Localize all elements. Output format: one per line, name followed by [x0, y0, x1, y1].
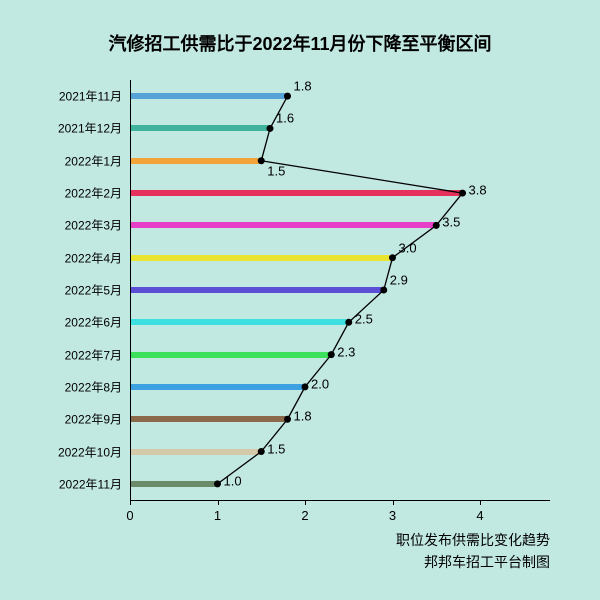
- x-tick: [218, 500, 219, 505]
- y-axis-label: 2021年12月: [58, 120, 122, 137]
- value-label: 2.5: [355, 312, 373, 327]
- value-label: 3.5: [442, 215, 460, 230]
- y-axis-label: 2022年3月: [65, 217, 122, 234]
- x-axis: [130, 500, 550, 501]
- value-label: 2.9: [390, 273, 408, 288]
- y-axis-label: 2022年11月: [59, 475, 122, 492]
- y-axis: [130, 80, 131, 500]
- x-axis-label: 1: [214, 508, 221, 523]
- x-axis-label: 2: [301, 508, 308, 523]
- bar: [130, 384, 305, 390]
- x-tick: [130, 500, 131, 505]
- bar: [130, 319, 349, 325]
- value-label: 1.8: [294, 79, 312, 94]
- y-axis-label: 2022年2月: [65, 185, 122, 202]
- bar: [130, 352, 331, 358]
- value-label: 1.5: [267, 441, 285, 456]
- bar: [130, 416, 288, 422]
- y-axis-label: 2022年8月: [65, 378, 122, 395]
- chart-plot-area: 2021年11月1.82021年12月1.62022年1月1.52022年2月3…: [130, 80, 550, 500]
- chart-container: 汽修招工供需比于2022年11月份下降至平衡区间 2021年11月1.82021…: [0, 0, 600, 600]
- x-tick: [305, 500, 306, 505]
- y-axis-label: 2021年11月: [59, 88, 122, 105]
- bar: [130, 222, 436, 228]
- y-axis-label: 2022年9月: [65, 411, 122, 428]
- value-label: 1.6: [276, 111, 294, 126]
- caption-line-2: 邦邦车招工平台制图: [350, 552, 550, 572]
- y-axis-label: 2022年6月: [65, 314, 122, 331]
- caption-line-1: 职位发布供需比变化趋势: [350, 530, 550, 550]
- y-axis-label: 2022年10月: [58, 443, 122, 460]
- value-label: 1.5: [267, 163, 285, 178]
- value-label: 3.0: [399, 240, 417, 255]
- value-label: 3.8: [469, 183, 487, 198]
- bar: [130, 481, 218, 487]
- y-axis-label: 2022年1月: [65, 152, 122, 169]
- bar: [130, 287, 384, 293]
- x-tick: [480, 500, 481, 505]
- x-axis-label: 4: [476, 508, 483, 523]
- bar: [130, 158, 261, 164]
- bar: [130, 449, 261, 455]
- bar: [130, 93, 288, 99]
- chart-title: 汽修招工供需比于2022年11月份下降至平衡区间: [0, 30, 600, 56]
- bar: [130, 190, 463, 196]
- y-axis-label: 2022年7月: [65, 346, 122, 363]
- value-label: 2.3: [337, 344, 355, 359]
- bar: [130, 255, 393, 261]
- value-label: 1.8: [294, 409, 312, 424]
- y-axis-label: 2022年4月: [65, 249, 122, 266]
- bar: [130, 125, 270, 131]
- value-label: 2.0: [311, 376, 329, 391]
- x-tick: [393, 500, 394, 505]
- x-axis-label: 3: [389, 508, 396, 523]
- y-axis-label: 2022年5月: [65, 282, 122, 299]
- value-label: 1.0: [224, 473, 242, 488]
- x-axis-label: 0: [126, 508, 133, 523]
